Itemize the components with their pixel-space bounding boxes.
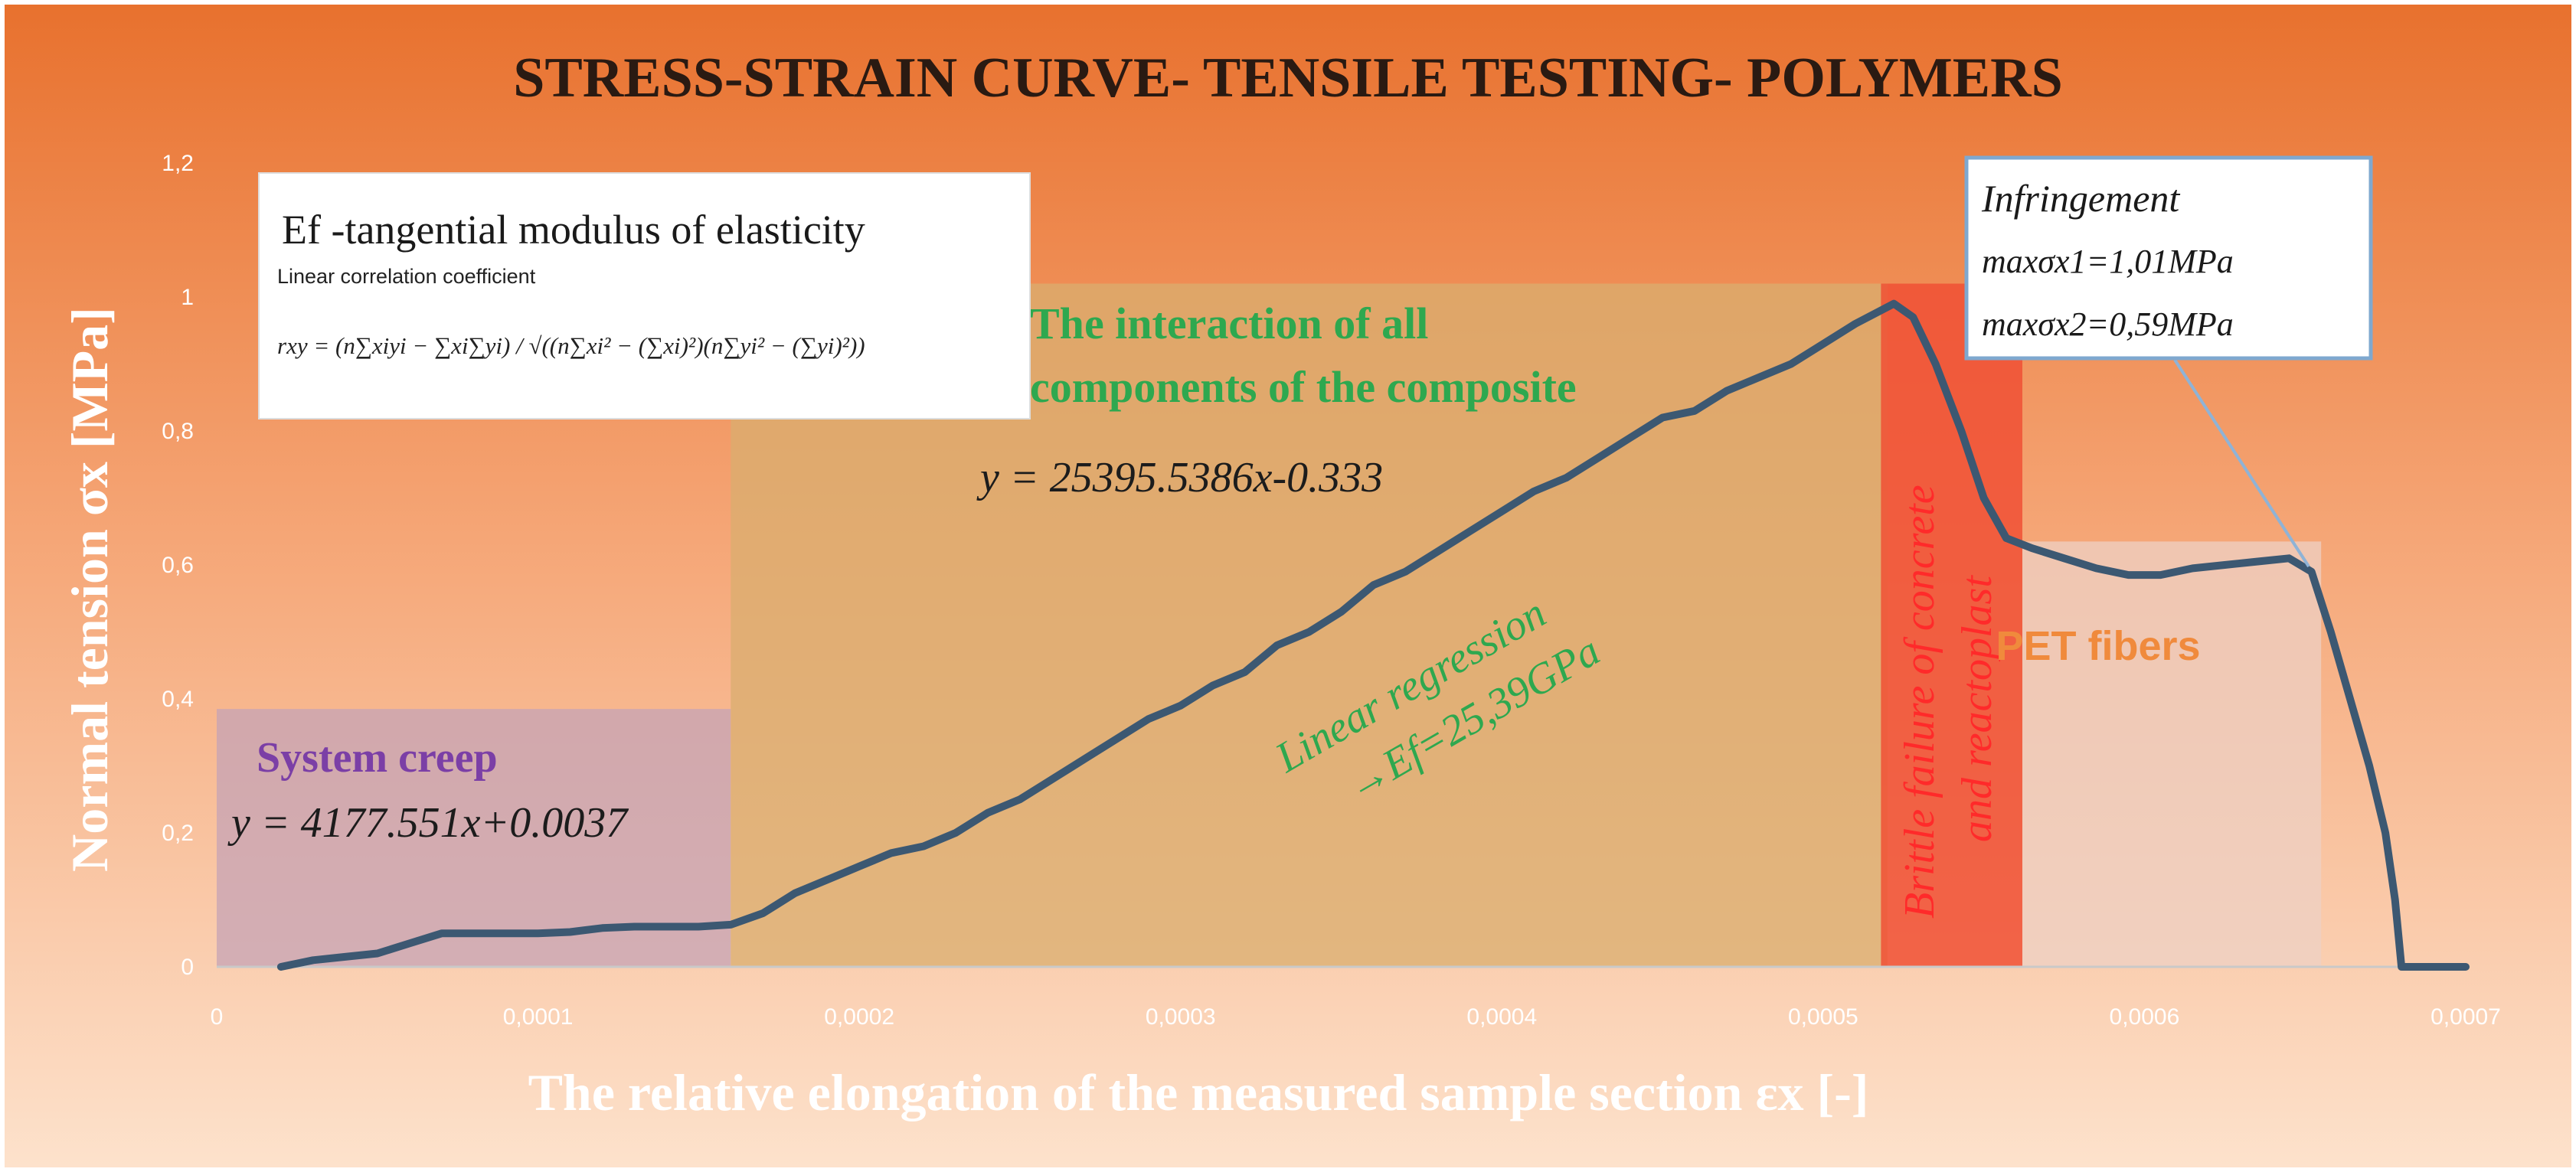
formula-box-formula: rxy = (n∑xiyi − ∑xi∑yi) / √((n∑xi² − (∑x… bbox=[277, 332, 865, 359]
brittle-failure-line2: and reactoplast bbox=[1953, 575, 2001, 842]
brittle-failure-annotation: Brittle failure of concrete and reactopl… bbox=[1896, 485, 2001, 919]
y-tick-label: 0,2 bbox=[162, 821, 194, 846]
brittle-failure-line1: Brittle failure of concrete bbox=[1896, 485, 1943, 919]
formula-box-title: Ef -tangential modulus of elasticity bbox=[282, 207, 865, 253]
formula-box: Ef -tangential modulus of elasticity Lin… bbox=[258, 172, 1031, 420]
chart-title: STRESS-STRAIN CURVE- TENSILE TESTING- PO… bbox=[513, 47, 2062, 109]
y-tick-label: 0,6 bbox=[162, 553, 194, 578]
x-tick-label: 0,0001 bbox=[503, 1004, 574, 1030]
interaction-equation: y = 25395.5386x-0.333 bbox=[976, 454, 1383, 501]
infringement-box: Infringement maxσx1=1,01MPa maxσx2=0,59M… bbox=[1964, 155, 2373, 361]
pet-fibers-label: PET fibers bbox=[1996, 623, 2200, 669]
x-tick-label: 0,0002 bbox=[824, 1004, 894, 1030]
y-tick-label: 0 bbox=[181, 955, 194, 980]
infringement-pointer bbox=[2173, 358, 2310, 568]
stress-strain-curve bbox=[276, 299, 2470, 971]
x-axis-label: The relative elongation of the measured … bbox=[528, 1063, 1869, 1121]
y-axis-label: Normal tension σx [MPa] bbox=[60, 307, 119, 872]
interaction-label-line1: The interaction of all bbox=[1030, 299, 1428, 348]
x-tick-label: 0,0006 bbox=[2110, 1004, 2180, 1030]
system-creep-equation: y = 4177.551x+0.0037 bbox=[227, 799, 629, 847]
x-tick-labels: 0 0,0001 0,0002 0,0003 0,0004 0,0005 0,0006 0,0… bbox=[211, 1004, 2501, 1030]
y-tick-label: 1,2 bbox=[162, 151, 194, 176]
x-tick-label: 0,0005 bbox=[1788, 1004, 1858, 1030]
formula-box-subtitle: Linear correlation coefficient bbox=[277, 265, 536, 288]
x-tick-label: 0,0003 bbox=[1146, 1004, 1216, 1030]
interaction-label-line2: components of the composite bbox=[1030, 362, 1577, 412]
x-tick-label: 0 bbox=[211, 1004, 224, 1030]
infringement-title: Infringement bbox=[1981, 177, 2180, 220]
x-tick-label: 0,0004 bbox=[1466, 1004, 1537, 1030]
infringement-max-1: maxσx1=1,01MPa bbox=[1982, 243, 2234, 280]
y-tick-label: 0,4 bbox=[162, 687, 194, 712]
infringement-max-2: maxσx2=0,59MPa bbox=[1982, 305, 2234, 343]
y-tick-label: 1 bbox=[181, 285, 194, 310]
x-tick-label: 0,0007 bbox=[2431, 1004, 2501, 1030]
system-creep-label: System creep bbox=[257, 734, 498, 782]
y-tick-labels: 0 0,2 0,4 0,6 0,8 1 1,2 bbox=[162, 151, 194, 980]
region-3 bbox=[2022, 541, 2322, 967]
y-tick-label: 0,8 bbox=[162, 419, 194, 444]
